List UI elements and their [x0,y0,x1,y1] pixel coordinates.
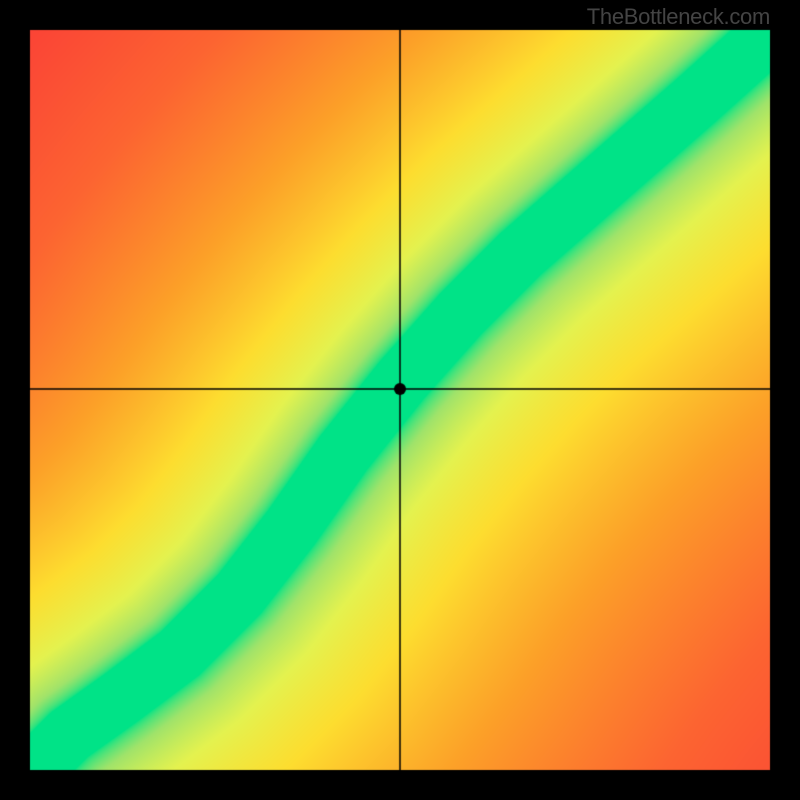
watermark-text: TheBottleneck.com [587,4,770,30]
heatmap-canvas [0,0,800,800]
chart-container: TheBottleneck.com [0,0,800,800]
